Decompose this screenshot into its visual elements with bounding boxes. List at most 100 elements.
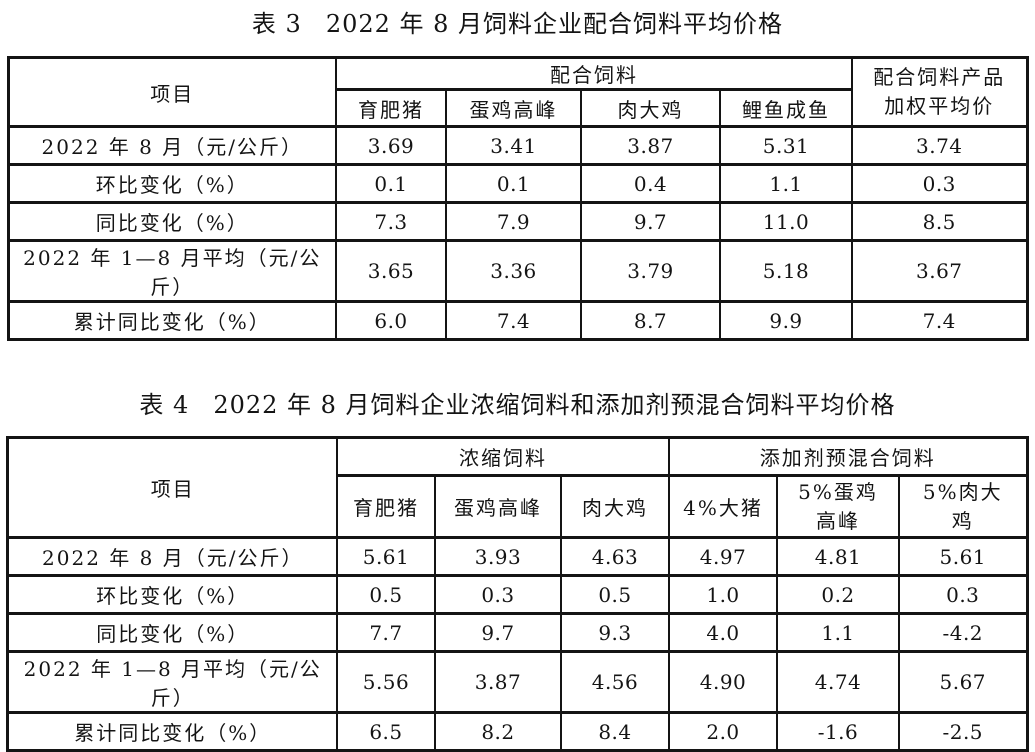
- row-label: 累计同比变化（%）: [6, 711, 338, 752]
- cell-value: 9.9: [719, 300, 853, 341]
- table-row: 环比变化（%） 0.5 0.3 0.5 1.0 0.2 0.3: [6, 574, 1029, 615]
- cell-value: 7.4: [445, 300, 582, 341]
- cell-value: 4.74: [776, 650, 900, 714]
- cell-value: 1.1: [719, 163, 853, 204]
- cell-value: 9.7: [580, 201, 721, 242]
- table-row: 2022 年 1—8 月平均（元/公斤） 5.56 3.87 4.56 4.90…: [6, 650, 1029, 714]
- column-group-header-concentrate-feed: 浓缩饲料: [335, 436, 671, 477]
- table-row: 累计同比变化（%） 6.5 8.2 8.4 2.0 -1.6 -2.5: [6, 711, 1029, 752]
- column-group-header-additive-premix-feed: 添加剂预混合饲料: [667, 436, 1029, 477]
- cell-value: 8.4: [559, 711, 671, 752]
- cell-value: 3.93: [433, 536, 562, 577]
- cell-value: -4.2: [897, 612, 1029, 653]
- cell-value: 3.36: [445, 239, 582, 303]
- table-row: 同比变化（%） 7.7 9.7 9.3 4.0 1.1 -4.2: [6, 612, 1029, 653]
- table-3-title-text: 2022 年 8 月饲料企业配合饲料平均价格: [325, 10, 784, 38]
- table-row: 2022 年 1—8 月平均（元/公斤） 3.65 3.36 3.79 5.18…: [7, 239, 1028, 303]
- cell-value: 0.4: [580, 163, 721, 204]
- cell-value: 0.3: [897, 574, 1029, 615]
- table-row: 2022 年 8 月（元/公斤） 3.69 3.41 3.87 5.31 3.7…: [7, 125, 1028, 166]
- column-header-carp: 鲤鱼成鱼: [719, 88, 853, 128]
- cell-value: 0.2: [776, 574, 900, 615]
- column-header-laying-hen-peak: 蛋鸡高峰: [445, 88, 582, 128]
- table-row: 同比变化（%） 7.3 7.9 9.7 11.0 8.5: [7, 201, 1028, 242]
- cell-value: -1.6: [776, 711, 900, 752]
- row-label: 2022 年 8 月（元/公斤）: [6, 536, 338, 577]
- cell-value: 9.3: [559, 612, 671, 653]
- cell-value: 2.0: [668, 711, 778, 752]
- cell-value: 3.87: [580, 125, 721, 166]
- cell-value: 7.9: [445, 201, 582, 242]
- cell-value: -2.5: [897, 711, 1029, 752]
- row-label: 2022 年 1—8 月平均（元/公斤）: [6, 650, 338, 714]
- cell-value: 3.67: [851, 239, 1028, 303]
- row-label: 2022 年 8 月（元/公斤）: [7, 125, 337, 166]
- table-4-subheader-row: 育肥猪 蛋鸡高峰 肉大鸡 4%大猪 5%蛋鸡 高峰 5%肉大 鸡: [8, 474, 1029, 539]
- column-header-5pct-broiler: 5%肉大 鸡: [897, 474, 1029, 539]
- cell-value: 4.97: [668, 536, 778, 577]
- row-label: 累计同比变化（%）: [7, 300, 337, 341]
- cell-value: 4.63: [559, 536, 671, 577]
- cell-value: 5.31: [719, 125, 853, 166]
- cell-value: 4.56: [559, 650, 671, 714]
- cell-value: 11.0: [719, 201, 853, 242]
- cell-value: 0.5: [559, 574, 671, 615]
- column-header-broiler: 肉大鸡: [580, 88, 721, 128]
- table-row: 环比变化（%） 0.1 0.1 0.4 1.1 0.3: [7, 163, 1028, 204]
- cell-value: 0.3: [433, 574, 562, 615]
- cell-value: 3.41: [445, 125, 582, 166]
- column-header-fattening-pig: 育肥猪: [335, 474, 436, 539]
- table-4-title: 表 4 2022 年 8 月饲料企业浓缩饲料和添加剂预混合饲料平均价格: [0, 390, 1035, 420]
- cell-value: 3.87: [433, 650, 562, 714]
- table-3-header-row: 项目 配合饲料 配合饲料产品 加权平均价: [7, 56, 1028, 128]
- cell-value: 5.61: [335, 536, 436, 577]
- column-header-item: 项目: [6, 436, 338, 539]
- cell-value: 4.90: [668, 650, 778, 714]
- table-4-concentrate-premix-feed-prices: 项目 浓缩饲料 添加剂预混合饲料 育肥猪 蛋鸡高峰 肉大鸡 4%大猪 5%蛋鸡 …: [6, 436, 1029, 752]
- cell-value: 0.1: [335, 163, 447, 204]
- cell-value: 0.1: [445, 163, 582, 204]
- cell-value: 8.7: [580, 300, 721, 341]
- cell-value: 5.61: [897, 536, 1029, 577]
- column-group-header-composite-feed: 配合饲料: [335, 56, 853, 91]
- cell-value: 0.5: [335, 574, 436, 615]
- cell-value: 6.5: [335, 711, 436, 752]
- column-header-4pct-pig: 4%大猪: [668, 474, 778, 539]
- cell-value: 0.3: [851, 163, 1028, 204]
- cell-value: 3.74: [851, 125, 1028, 166]
- column-header-5pct-laying-hen-peak: 5%蛋鸡 高峰: [776, 474, 900, 539]
- table-row: 累计同比变化（%） 6.0 7.4 8.7 9.9 7.4: [7, 300, 1028, 341]
- cell-value: 3.69: [335, 125, 447, 166]
- table-3-subheader-row: 育肥猪 蛋鸡高峰 肉大鸡 鲤鱼成鱼: [8, 88, 1027, 128]
- cell-value: 8.2: [433, 711, 562, 752]
- cell-value: 8.5: [851, 201, 1028, 242]
- table-3-title-number: 表 3: [251, 10, 302, 38]
- cell-value: 9.7: [433, 612, 562, 653]
- cell-value: 1.0: [668, 574, 778, 615]
- cell-value: 3.79: [580, 239, 721, 303]
- column-header-laying-hen-peak: 蛋鸡高峰: [433, 474, 562, 539]
- row-label: 同比变化（%）: [7, 201, 337, 242]
- table-4-title-number: 表 4: [139, 391, 190, 419]
- cell-value: 7.4: [851, 300, 1028, 341]
- column-header-broiler: 肉大鸡: [559, 474, 671, 539]
- cell-value: 7.3: [335, 201, 447, 242]
- row-label: 环比变化（%）: [6, 574, 338, 615]
- cell-value: 5.67: [897, 650, 1029, 714]
- column-header-fattening-pig: 育肥猪: [335, 88, 447, 128]
- cell-value: 1.1: [776, 612, 900, 653]
- cell-value: 6.0: [335, 300, 447, 341]
- cell-value: 3.65: [335, 239, 447, 303]
- row-label: 同比变化（%）: [6, 612, 338, 653]
- cell-value: 7.7: [335, 612, 436, 653]
- table-4-title-text: 2022 年 8 月饲料企业浓缩饲料和添加剂预混合饲料平均价格: [213, 391, 896, 419]
- cell-value: 4.0: [668, 612, 778, 653]
- table-row: 2022 年 8 月（元/公斤） 5.61 3.93 4.63 4.97 4.8…: [6, 536, 1029, 577]
- column-header-weighted-average-price: 配合饲料产品 加权平均价: [851, 56, 1028, 128]
- table-3-title: 表 3 2022 年 8 月饲料企业配合饲料平均价格: [0, 0, 1035, 39]
- row-label: 2022 年 1—8 月平均（元/公斤）: [7, 239, 337, 303]
- row-label: 环比变化（%）: [7, 163, 337, 204]
- table-4-header-row: 项目 浓缩饲料 添加剂预混合饲料: [6, 436, 1029, 539]
- cell-value: 4.81: [776, 536, 900, 577]
